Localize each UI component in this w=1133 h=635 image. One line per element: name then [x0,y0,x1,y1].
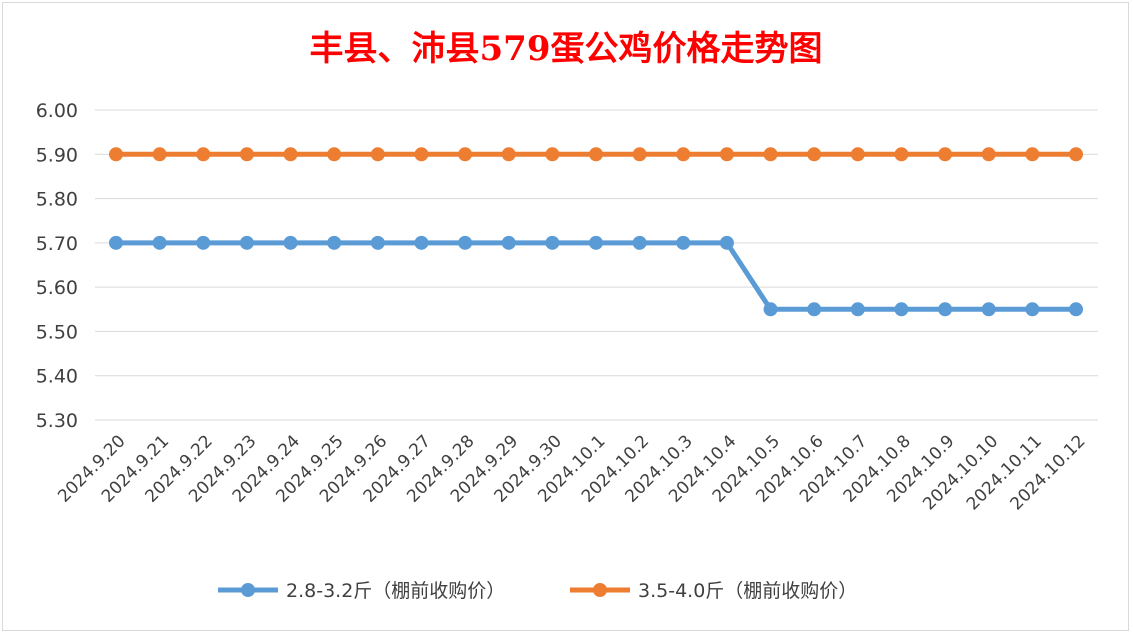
data-point [152,147,167,162]
legend-label: 3.5-4.0斤（棚前收购价） [638,580,857,602]
data-point [589,235,603,250]
data-point [501,235,516,250]
series-line [113,240,1079,312]
data-point [327,235,342,250]
y-tick-label: 5.50 [36,321,78,343]
legend-item: 2.8-3.2斤（棚前收购价） [218,580,505,602]
data-point [152,235,167,250]
data-point [981,147,996,162]
data-point [894,147,909,162]
data-point [894,302,909,317]
data-point [763,302,778,317]
data-point [239,147,254,162]
y-tick-label: 5.90 [36,144,78,166]
series-layer [109,147,1083,317]
data-point [676,235,691,250]
data-point [850,147,865,162]
data-point [938,302,953,317]
data-point [1025,147,1040,162]
series-2 [109,147,1083,162]
legend-marker [241,583,255,597]
data-point [239,235,254,250]
data-point [414,147,429,162]
data-point [632,235,647,250]
chart-title: 丰县、沛县579蛋公鸡价格走势图 [310,29,823,69]
data-point [632,147,647,162]
data-point [938,147,953,162]
data-point [589,147,603,162]
y-tick-label: 6.00 [36,100,78,122]
data-point [719,147,734,162]
data-point [370,147,385,162]
y-tick-label: 5.60 [36,277,78,299]
data-point [807,147,822,162]
data-point [414,235,429,250]
data-point [1025,302,1040,317]
data-point [501,147,516,162]
data-point [458,147,473,162]
data-point [458,235,473,250]
x-axis-ticks: 2024.9.202024.9.212024.9.222024.9.232024… [54,431,1089,514]
legend-label: 2.8-3.2斤（棚前收购价） [286,580,505,602]
y-tick-label: 5.40 [36,366,78,388]
data-point [545,235,560,250]
data-point [850,302,865,317]
legend: 2.8-3.2斤（棚前收购价） 3.5-4.0斤（棚前收购价） [218,580,857,602]
data-point [283,235,298,250]
data-point [1069,147,1083,162]
data-point [981,302,996,317]
data-point [109,235,123,250]
data-point [676,147,691,162]
data-point [196,235,211,250]
y-tick-label: 5.30 [36,410,78,432]
data-point [545,147,560,162]
data-point [109,147,123,162]
series-1 [109,235,1083,317]
data-point [719,235,734,250]
legend-marker [593,583,607,597]
y-axis-ticks: 6.00 5.90 5.80 5.70 5.60 5.50 5.40 5.30 [36,100,78,432]
y-tick-label: 5.70 [36,233,78,255]
data-point [763,147,778,162]
data-point [1069,302,1083,317]
data-point [196,147,211,162]
y-tick-label: 5.80 [36,189,78,211]
data-point [327,147,342,162]
data-point [370,235,385,250]
data-point [283,147,298,162]
data-point [807,302,822,317]
legend-item: 3.5-4.0斤（棚前收购价） [570,580,857,602]
